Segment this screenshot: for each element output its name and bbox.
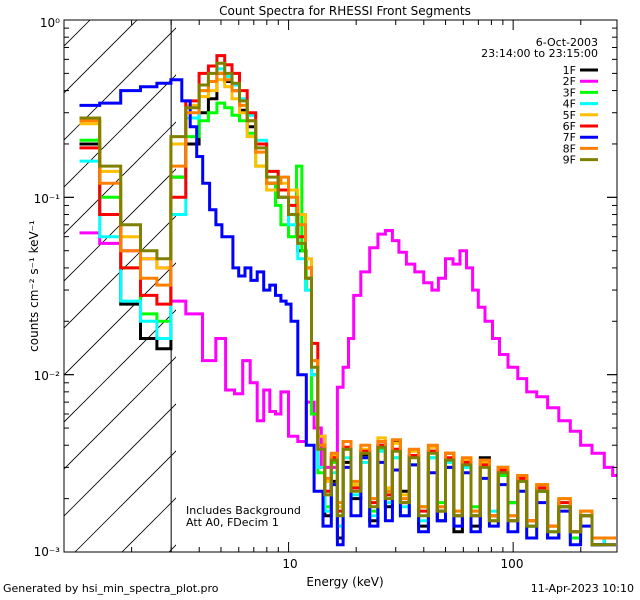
legend-label-5F: 5F	[563, 109, 576, 122]
series-5F	[79, 78, 616, 540]
legend-label-9F: 9F	[563, 154, 576, 167]
legend-label-4F: 4F	[563, 98, 576, 111]
series-layer	[79, 54, 617, 547]
legend-label-2F: 2F	[563, 75, 576, 88]
plot-frame	[63, 19, 618, 553]
hatch-line	[64, 20, 138, 94]
legend-label-1F: 1F	[563, 64, 576, 77]
generated-by-footer: Generated by hsi_min_spectra_plot.pro	[3, 582, 219, 595]
x-axis-label: Energy (keV)	[306, 575, 383, 589]
y-tick-label-1: 10⁻¹	[34, 192, 61, 206]
chart-title: Count Spectra for RHESSI Front Segments	[219, 4, 471, 18]
hatch-line	[64, 74, 176, 188]
hatch-line	[64, 27, 176, 141]
hatch-line	[64, 356, 176, 470]
x-tick-label-100: 100	[501, 557, 524, 571]
legend-label-3F: 3F	[563, 86, 576, 99]
hatch-line	[64, 262, 176, 376]
hatch-line	[64, 20, 91, 47]
attenuator-annotation: Att A0, FDecim 1	[186, 516, 279, 529]
hatch-line	[64, 168, 176, 282]
y-tick-label-2: 10⁻²	[34, 369, 61, 383]
background-region-hatch	[0, 0, 640, 552]
axis-ticks	[63, 19, 617, 553]
x-tick-label-10: 10	[282, 557, 297, 571]
legend-label-8F: 8F	[563, 142, 576, 155]
y-tick-label-3: 10⁻³	[34, 545, 61, 559]
series-2F	[79, 229, 617, 477]
hatch-line	[64, 403, 176, 517]
series-4F	[79, 67, 616, 547]
series-9F	[79, 61, 616, 547]
hatch-line	[64, 121, 176, 235]
hatch-line	[0, 0, 24, 552]
series-3F	[79, 101, 616, 547]
time-range-label: 23:14:00 to 23:15:00	[481, 47, 598, 60]
legend-label-7F: 7F	[563, 131, 576, 144]
date-label: 6-Oct-2003	[536, 36, 598, 49]
series-1F	[79, 71, 616, 547]
timestamp-footer: 11-Apr-2023 10:10	[530, 582, 634, 595]
y-axis-label: counts cm⁻² s⁻¹ keV⁻¹	[27, 220, 41, 352]
y-tick-label-0: 10⁰	[40, 16, 60, 30]
legend-label-6F: 6F	[563, 120, 576, 133]
background-annotation: Includes Background	[186, 504, 301, 517]
hatch-line	[263, 0, 640, 552]
hatch-line	[74, 450, 176, 552]
series-7F	[79, 78, 616, 547]
series-6F	[79, 54, 616, 540]
